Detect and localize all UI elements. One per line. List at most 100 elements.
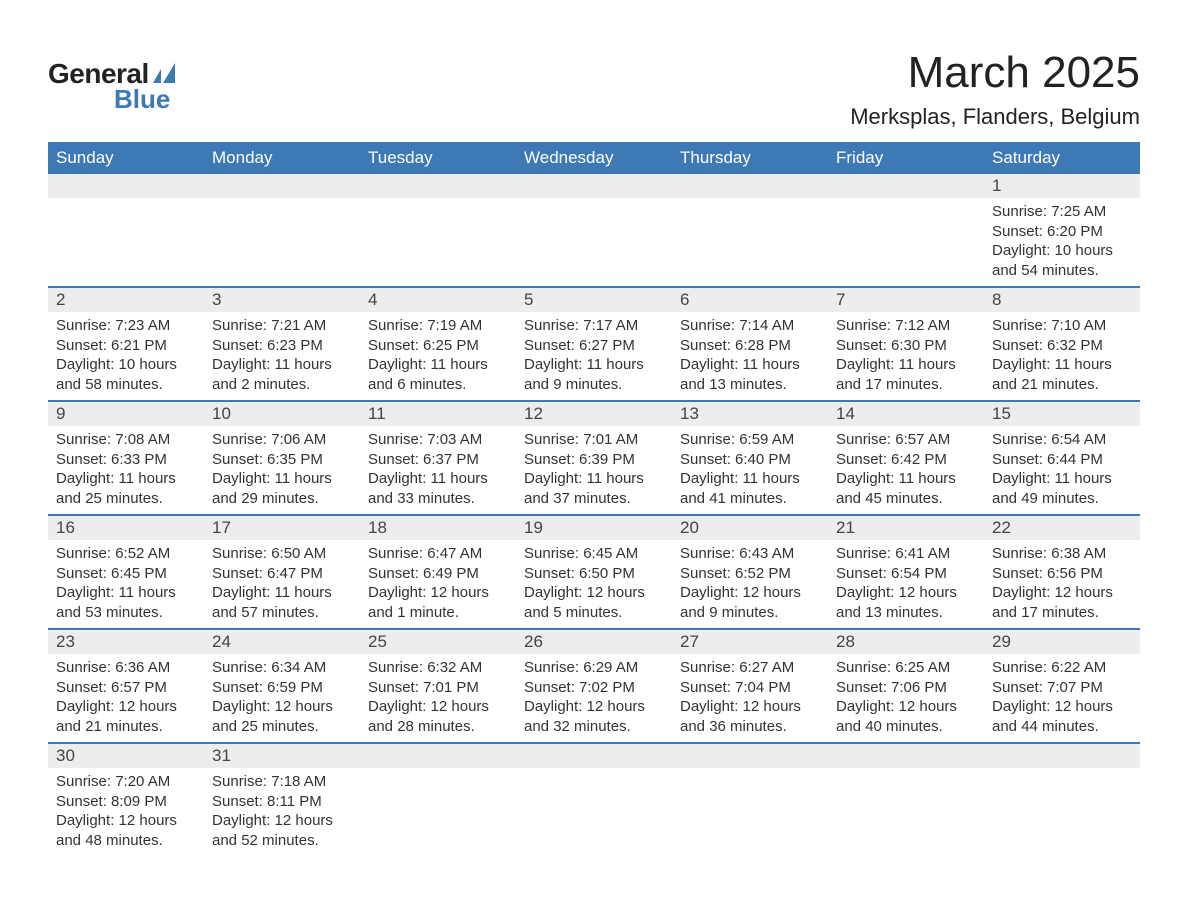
day-number: 1 (984, 174, 1140, 198)
day-cell: Sunrise: 7:01 AMSunset: 6:39 PMDaylight:… (516, 426, 672, 514)
day-cell: Sunrise: 6:34 AMSunset: 6:59 PMDaylight:… (204, 654, 360, 742)
sunrise-line: Sunrise: 6:50 AM (212, 544, 352, 564)
day-cell (828, 198, 984, 286)
day-cell: Sunrise: 7:08 AMSunset: 6:33 PMDaylight:… (48, 426, 204, 514)
day-cell: Sunrise: 7:10 AMSunset: 6:32 PMDaylight:… (984, 312, 1140, 400)
day-cell: Sunrise: 6:54 AMSunset: 6:44 PMDaylight:… (984, 426, 1140, 514)
sunrise-line: Sunrise: 7:03 AM (368, 430, 508, 450)
sunrise-line: Sunrise: 6:41 AM (836, 544, 976, 564)
day-number: 18 (360, 516, 516, 540)
sunset-line: Sunset: 6:47 PM (212, 564, 352, 584)
day-number (360, 174, 516, 198)
daylight-line: Daylight: 12 hours and 9 minutes. (680, 583, 820, 622)
day-cell (48, 198, 204, 286)
sunset-line: Sunset: 6:23 PM (212, 336, 352, 356)
day-header: Friday (828, 142, 984, 174)
day-header: Saturday (984, 142, 1140, 174)
daylight-line: Daylight: 11 hours and 6 minutes. (368, 355, 508, 394)
daylight-line: Daylight: 11 hours and 41 minutes. (680, 469, 820, 508)
calendar-header-row: SundayMondayTuesdayWednesdayThursdayFrid… (48, 142, 1140, 174)
day-cell: Sunrise: 6:59 AMSunset: 6:40 PMDaylight:… (672, 426, 828, 514)
sunrise-line: Sunrise: 7:08 AM (56, 430, 196, 450)
sunset-line: Sunset: 6:52 PM (680, 564, 820, 584)
day-number: 8 (984, 288, 1140, 312)
day-cell: Sunrise: 6:43 AMSunset: 6:52 PMDaylight:… (672, 540, 828, 628)
daylight-line: Daylight: 12 hours and 44 minutes. (992, 697, 1132, 736)
sunset-line: Sunset: 6:21 PM (56, 336, 196, 356)
logo-text-blue: Blue (114, 84, 170, 115)
day-number (672, 744, 828, 768)
day-header: Thursday (672, 142, 828, 174)
day-number: 3 (204, 288, 360, 312)
calendar-body: 1Sunrise: 7:25 AMSunset: 6:20 PMDaylight… (48, 174, 1140, 856)
daylight-line: Daylight: 12 hours and 1 minute. (368, 583, 508, 622)
sunrise-line: Sunrise: 6:29 AM (524, 658, 664, 678)
sunrise-line: Sunrise: 6:59 AM (680, 430, 820, 450)
sunrise-line: Sunrise: 6:43 AM (680, 544, 820, 564)
sunrise-line: Sunrise: 7:17 AM (524, 316, 664, 336)
daylight-line: Daylight: 12 hours and 21 minutes. (56, 697, 196, 736)
sunset-line: Sunset: 6:44 PM (992, 450, 1132, 470)
daylight-line: Daylight: 12 hours and 5 minutes. (524, 583, 664, 622)
day-number: 19 (516, 516, 672, 540)
day-cell: Sunrise: 6:38 AMSunset: 6:56 PMDaylight:… (984, 540, 1140, 628)
day-number (672, 174, 828, 198)
data-row: Sunrise: 6:36 AMSunset: 6:57 PMDaylight:… (48, 654, 1140, 742)
day-cell: Sunrise: 7:25 AMSunset: 6:20 PMDaylight:… (984, 198, 1140, 286)
daylight-line: Daylight: 11 hours and 53 minutes. (56, 583, 196, 622)
sunrise-line: Sunrise: 7:12 AM (836, 316, 976, 336)
sunset-line: Sunset: 6:50 PM (524, 564, 664, 584)
sunrise-line: Sunrise: 6:27 AM (680, 658, 820, 678)
sunset-line: Sunset: 6:45 PM (56, 564, 196, 584)
day-cell: Sunrise: 6:41 AMSunset: 6:54 PMDaylight:… (828, 540, 984, 628)
day-number: 22 (984, 516, 1140, 540)
sunrise-line: Sunrise: 7:10 AM (992, 316, 1132, 336)
day-cell: Sunrise: 7:23 AMSunset: 6:21 PMDaylight:… (48, 312, 204, 400)
sunrise-line: Sunrise: 6:22 AM (992, 658, 1132, 678)
day-number: 20 (672, 516, 828, 540)
sunrise-line: Sunrise: 7:20 AM (56, 772, 196, 792)
day-number: 29 (984, 630, 1140, 654)
day-number: 2 (48, 288, 204, 312)
day-cell: Sunrise: 7:03 AMSunset: 6:37 PMDaylight:… (360, 426, 516, 514)
data-row: Sunrise: 7:25 AMSunset: 6:20 PMDaylight:… (48, 198, 1140, 286)
sunset-line: Sunset: 6:42 PM (836, 450, 976, 470)
data-row: Sunrise: 7:23 AMSunset: 6:21 PMDaylight:… (48, 312, 1140, 400)
day-cell (360, 198, 516, 286)
day-number (204, 174, 360, 198)
daylight-line: Daylight: 12 hours and 48 minutes. (56, 811, 196, 850)
day-cell: Sunrise: 6:32 AMSunset: 7:01 PMDaylight:… (360, 654, 516, 742)
sunrise-line: Sunrise: 7:23 AM (56, 316, 196, 336)
daylight-line: Daylight: 11 hours and 57 minutes. (212, 583, 352, 622)
daylight-line: Daylight: 12 hours and 28 minutes. (368, 697, 508, 736)
daylight-line: Daylight: 10 hours and 58 minutes. (56, 355, 196, 394)
daylight-line: Daylight: 12 hours and 40 minutes. (836, 697, 976, 736)
day-number: 12 (516, 402, 672, 426)
sunrise-line: Sunrise: 6:47 AM (368, 544, 508, 564)
day-number: 24 (204, 630, 360, 654)
sunset-line: Sunset: 8:09 PM (56, 792, 196, 812)
sunrise-line: Sunrise: 6:25 AM (836, 658, 976, 678)
day-number: 11 (360, 402, 516, 426)
daylight-line: Daylight: 11 hours and 29 minutes. (212, 469, 352, 508)
sunrise-line: Sunrise: 7:01 AM (524, 430, 664, 450)
daylight-line: Daylight: 11 hours and 17 minutes. (836, 355, 976, 394)
daylight-line: Daylight: 11 hours and 37 minutes. (524, 469, 664, 508)
sunset-line: Sunset: 7:06 PM (836, 678, 976, 698)
day-cell (204, 198, 360, 286)
sunset-line: Sunset: 6:35 PM (212, 450, 352, 470)
week: 2345678Sunrise: 7:23 AMSunset: 6:21 PMDa… (48, 286, 1140, 400)
day-cell: Sunrise: 7:14 AMSunset: 6:28 PMDaylight:… (672, 312, 828, 400)
daylight-line: Daylight: 12 hours and 36 minutes. (680, 697, 820, 736)
sunrise-line: Sunrise: 6:32 AM (368, 658, 508, 678)
sunrise-line: Sunrise: 7:19 AM (368, 316, 508, 336)
sunrise-line: Sunrise: 6:38 AM (992, 544, 1132, 564)
sunset-line: Sunset: 6:49 PM (368, 564, 508, 584)
logo-triangle-icon (153, 63, 177, 83)
day-cell: Sunrise: 6:47 AMSunset: 6:49 PMDaylight:… (360, 540, 516, 628)
sunset-line: Sunset: 6:37 PM (368, 450, 508, 470)
daynum-row: 16171819202122 (48, 516, 1140, 540)
sunset-line: Sunset: 6:54 PM (836, 564, 976, 584)
day-cell: Sunrise: 6:45 AMSunset: 6:50 PMDaylight:… (516, 540, 672, 628)
day-number (828, 744, 984, 768)
